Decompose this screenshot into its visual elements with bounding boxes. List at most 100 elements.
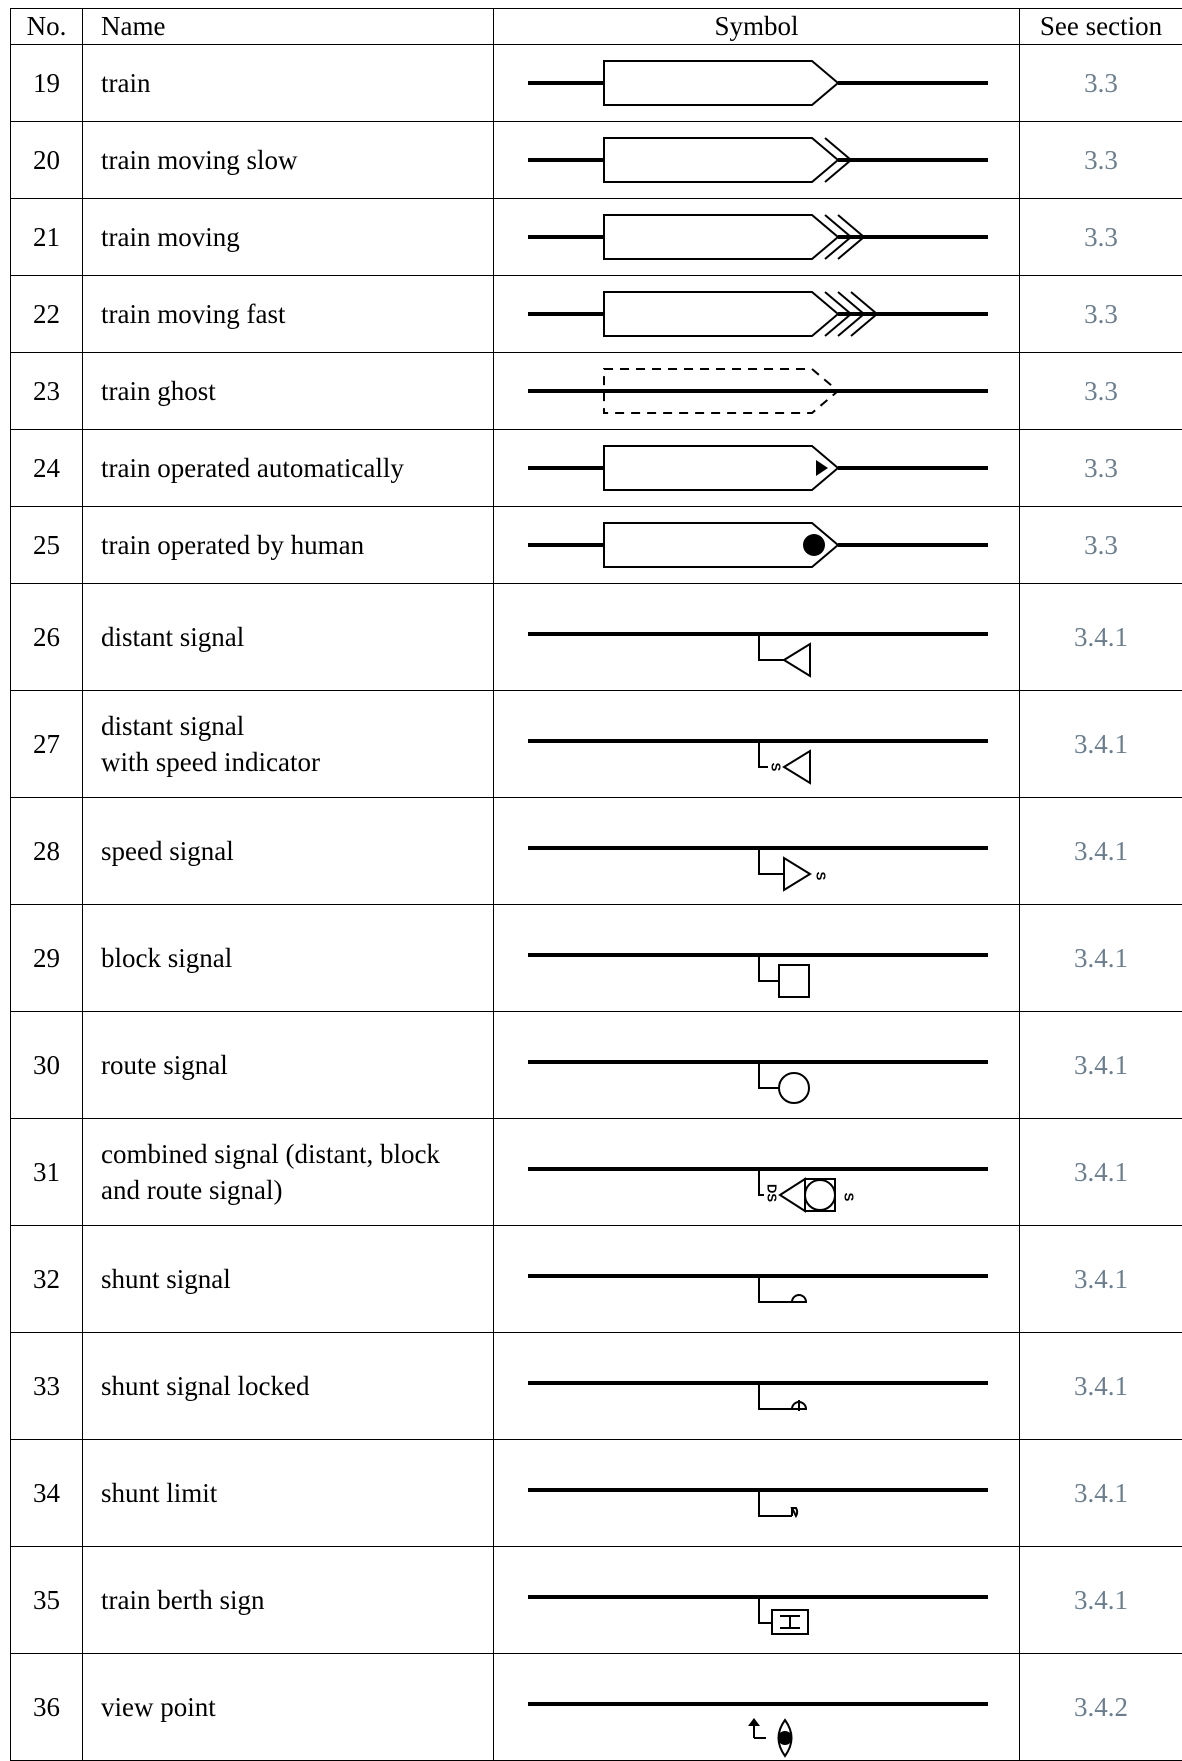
section-link[interactable]: 3.4.1 — [1020, 798, 1182, 905]
view-point-symbol — [528, 1654, 988, 1760]
section-link[interactable]: 3.3 — [1020, 199, 1182, 276]
section-link[interactable]: 3.4.1 — [1020, 1333, 1182, 1440]
section-link[interactable]: 3.4.1 — [1020, 1547, 1182, 1654]
row-symbol — [494, 584, 1020, 691]
table-header-row: No. Name Symbol See section — [11, 9, 1182, 45]
distant-signal-speed-symbol: S — [528, 691, 988, 797]
row-number: 24 — [11, 430, 83, 507]
section-link[interactable]: 3.3 — [1020, 353, 1182, 430]
row-name: shunt signal locked — [83, 1333, 494, 1440]
section-link[interactable]: 3.4.1 — [1020, 691, 1182, 798]
route-signal-symbol — [528, 1012, 988, 1118]
header-section: See section — [1020, 9, 1182, 45]
train-berth-sign-symbol — [528, 1547, 988, 1653]
row-symbol — [494, 1654, 1020, 1761]
section-link[interactable]: 3.4.1 — [1020, 1226, 1182, 1333]
row-name: block signal — [83, 905, 494, 1012]
row-number: 32 — [11, 1226, 83, 1333]
row-number: 21 — [11, 199, 83, 276]
row-number: 22 — [11, 276, 83, 353]
train-moving-slow-symbol — [528, 122, 988, 198]
row-symbol — [494, 430, 1020, 507]
header-symbol: Symbol — [494, 9, 1020, 45]
row-symbol — [494, 199, 1020, 276]
row-number: 33 — [11, 1333, 83, 1440]
section-link[interactable]: 3.4.1 — [1020, 1119, 1182, 1226]
train-human-symbol — [528, 507, 988, 583]
row-name: train moving — [83, 199, 494, 276]
row-name: train moving fast — [83, 276, 494, 353]
row-symbol — [494, 507, 1020, 584]
row-number: 20 — [11, 122, 83, 199]
section-link[interactable]: 3.4.2 — [1020, 1654, 1182, 1761]
svg-text:S: S — [842, 1193, 857, 1202]
row-symbol: S — [494, 691, 1020, 798]
svg-text:DS: DS — [765, 1184, 780, 1202]
shunt-limit-symbol — [528, 1440, 988, 1546]
row-name: train operated by human — [83, 507, 494, 584]
row-name-line: with speed indicator — [101, 744, 493, 780]
row-number: 34 — [11, 1440, 83, 1547]
section-link[interactable]: 3.4.1 — [1020, 584, 1182, 691]
row-name: train moving slow — [83, 122, 494, 199]
section-link[interactable]: 3.3 — [1020, 45, 1182, 122]
row-name: shunt signal — [83, 1226, 494, 1333]
section-link[interactable]: 3.4.1 — [1020, 905, 1182, 1012]
shunt-signal-locked-symbol — [528, 1333, 988, 1439]
section-link[interactable]: 3.3 — [1020, 507, 1182, 584]
row-name-line: and route signal) — [101, 1172, 493, 1208]
row-name: distant signal — [83, 584, 494, 691]
row-name-line: distant signal — [101, 708, 493, 744]
section-link[interactable]: 3.3 — [1020, 276, 1182, 353]
row-name: train operated automatically — [83, 430, 494, 507]
train-ghost-symbol — [528, 353, 988, 429]
section-link[interactable]: 3.3 — [1020, 122, 1182, 199]
section-link[interactable]: 3.3 — [1020, 430, 1182, 507]
train-moving-fast-symbol — [528, 276, 988, 352]
row-symbol — [494, 45, 1020, 122]
svg-text:S: S — [769, 763, 784, 772]
row-symbol — [494, 1547, 1020, 1654]
row-number: 36 — [11, 1654, 83, 1761]
section-link[interactable]: 3.4.1 — [1020, 1440, 1182, 1547]
row-symbol — [494, 122, 1020, 199]
header-no: No. — [11, 9, 83, 45]
combined-signal-symbol: DS S — [528, 1119, 988, 1225]
svg-text:S: S — [814, 872, 829, 881]
row-name: view point — [83, 1654, 494, 1761]
row-number: 25 — [11, 507, 83, 584]
row-name-line: combined signal (distant, block — [101, 1136, 493, 1172]
row-number: 31 — [11, 1119, 83, 1226]
row-name: route signal — [83, 1012, 494, 1119]
row-symbol — [494, 1226, 1020, 1333]
row-number: 23 — [11, 353, 83, 430]
section-link[interactable]: 3.4.1 — [1020, 1012, 1182, 1119]
distant-signal-symbol — [528, 584, 988, 690]
speed-signal-symbol: S — [528, 798, 988, 904]
row-symbol — [494, 905, 1020, 1012]
row-symbol — [494, 1440, 1020, 1547]
train-moving-symbol — [528, 199, 988, 275]
shunt-signal-symbol — [528, 1226, 988, 1332]
row-name: train berth sign — [83, 1547, 494, 1654]
row-name: train — [83, 45, 494, 122]
